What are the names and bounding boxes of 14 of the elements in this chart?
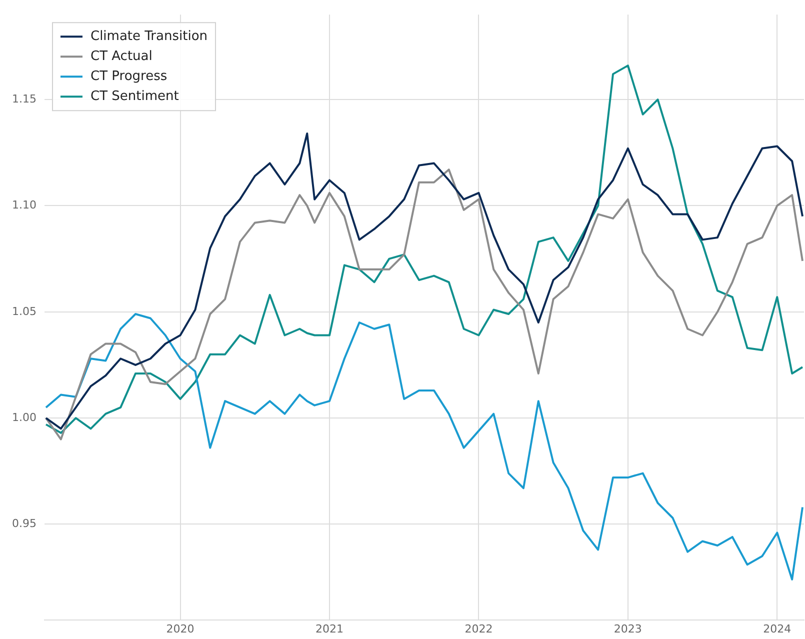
legend-label: Climate Transition xyxy=(90,28,208,44)
y-tick-label: 1.10 xyxy=(12,198,36,212)
y-tick-label: 0.95 xyxy=(12,517,36,530)
x-tick-label: 2021 xyxy=(315,622,344,636)
y-tick-label: 1.00 xyxy=(12,410,36,424)
x-tick-label: 2022 xyxy=(464,622,493,636)
x-tick-label: 2023 xyxy=(614,622,642,636)
x-tick-label: 2020 xyxy=(166,622,194,636)
legend-label: CT Progress xyxy=(90,68,168,84)
y-tick-label: 1.05 xyxy=(12,304,36,318)
x-tick-label: 2024 xyxy=(763,622,792,636)
y-tick-label: 1.15 xyxy=(12,92,36,106)
legend-label: CT Actual xyxy=(90,48,152,64)
legend-label: CT Sentiment xyxy=(90,88,179,104)
